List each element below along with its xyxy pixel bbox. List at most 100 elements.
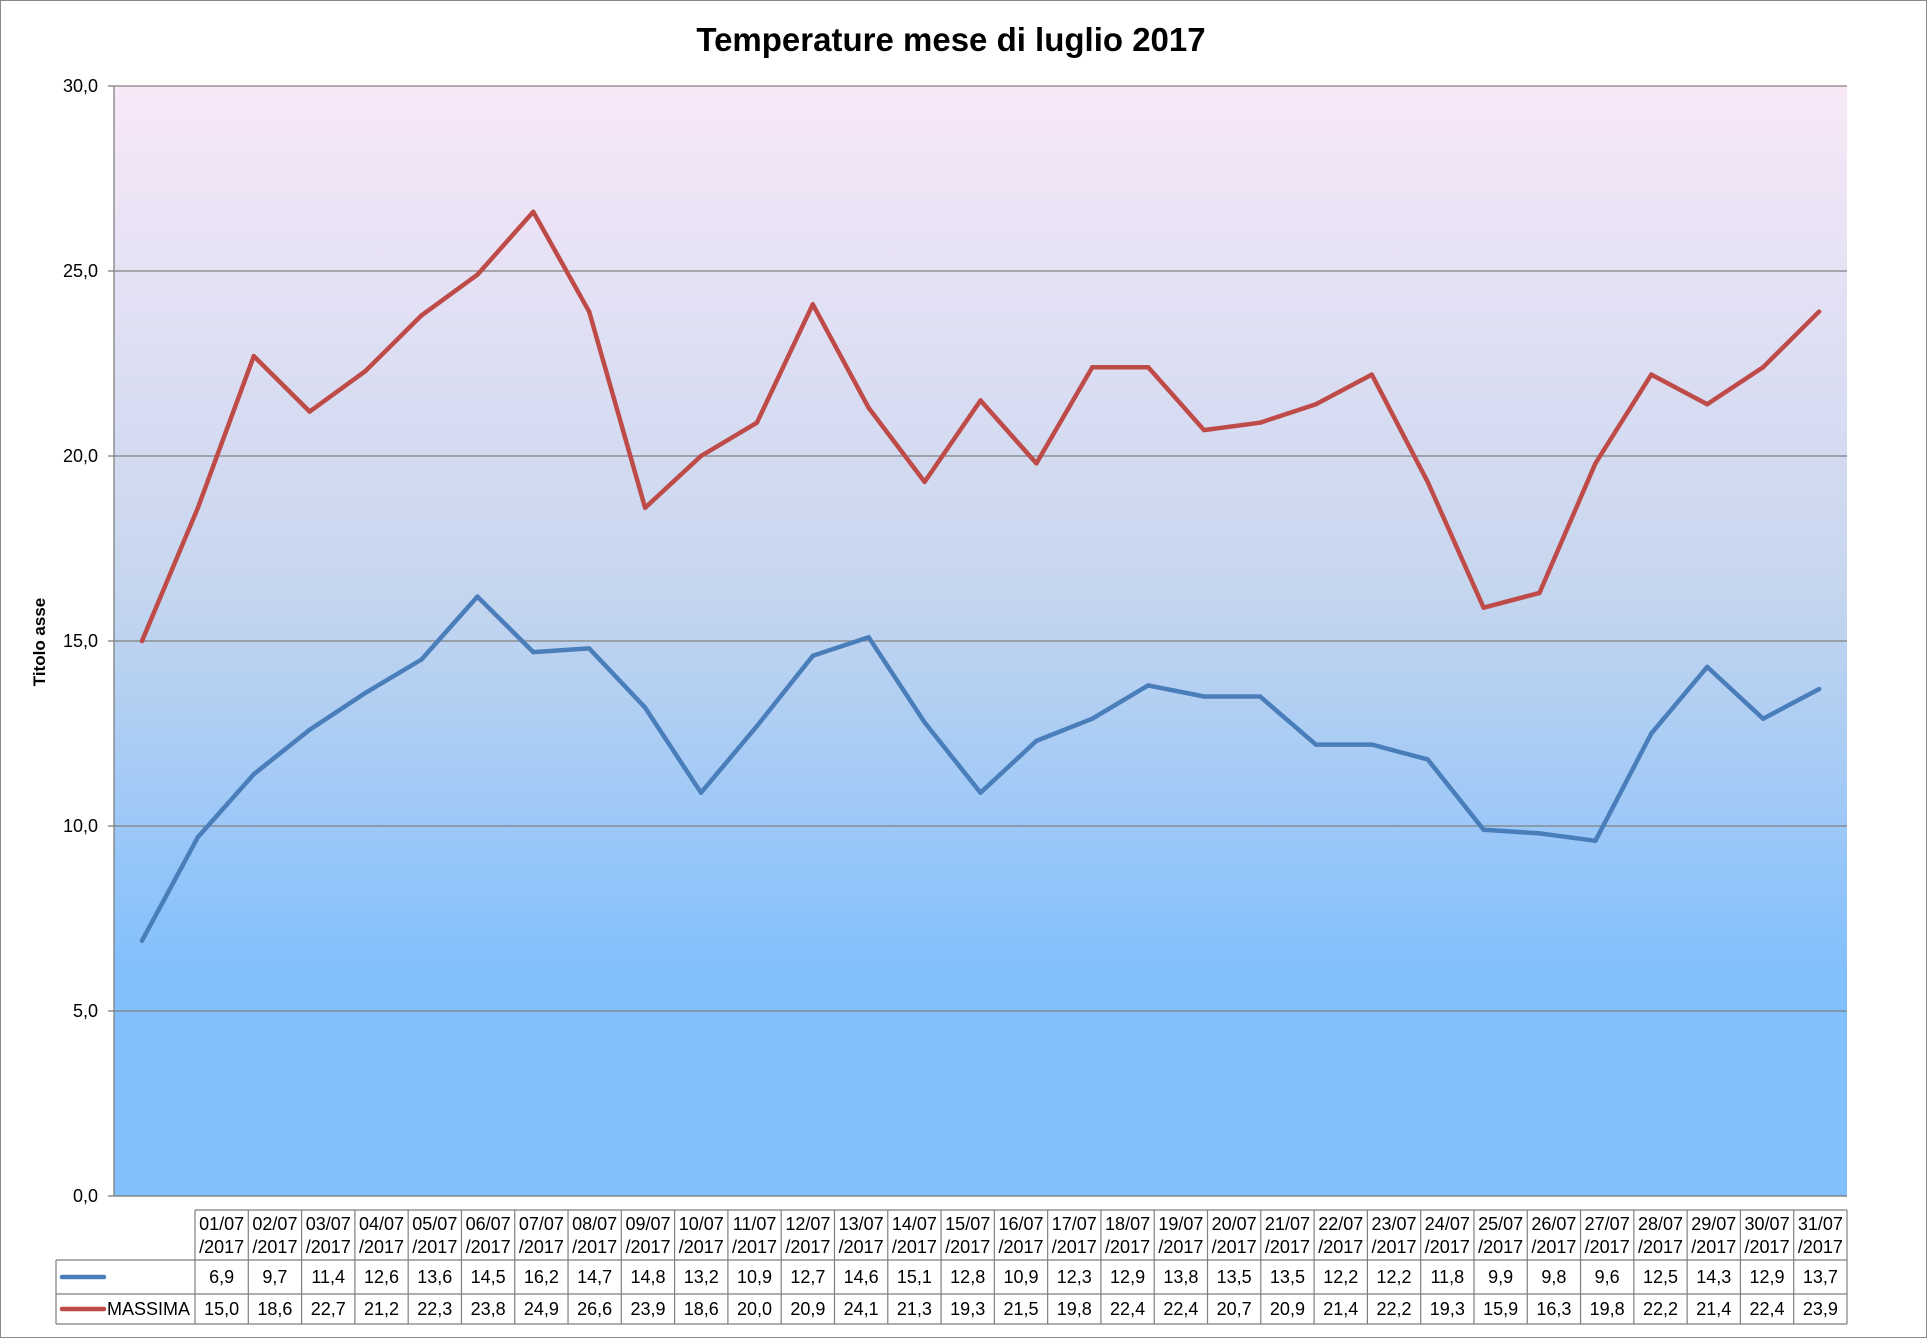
- data-label: 13,2: [684, 1267, 719, 1287]
- series-massima: [139, 209, 1822, 644]
- x-category-label: 24/07/2017: [1425, 1214, 1470, 1257]
- y-tick-label: 5,0: [73, 1001, 98, 1021]
- x-category-label: 09/07/2017: [625, 1214, 670, 1257]
- data-point: [978, 398, 983, 403]
- data-point: [1201, 694, 1207, 699]
- data-point: [307, 727, 312, 732]
- data-label: 22,2: [1377, 1299, 1412, 1319]
- data-point: [307, 409, 312, 414]
- x-category-label: 03/07/2017: [306, 1214, 351, 1257]
- legend-series-name: MASSIMA: [107, 1299, 190, 1319]
- data-point: [866, 635, 871, 640]
- data-label: 12,5: [1643, 1267, 1678, 1287]
- data-label: 12,8: [950, 1267, 985, 1287]
- data-label: 12,9: [1110, 1267, 1145, 1287]
- data-table: 01/07/201702/07/201703/07/201704/07/2017…: [55, 1209, 1848, 1325]
- data-point: [1816, 686, 1822, 692]
- data-point: [1257, 694, 1263, 699]
- data-label: 14,6: [844, 1267, 879, 1287]
- data-label: 20,9: [1270, 1299, 1305, 1319]
- data-label: 21,5: [1003, 1299, 1038, 1319]
- y-tick-label: 10,0: [63, 816, 98, 836]
- data-label: 12,6: [364, 1267, 399, 1287]
- data-label: 14,8: [630, 1267, 665, 1287]
- x-category-label: 30/07/2017: [1745, 1214, 1790, 1257]
- data-point: [1090, 365, 1095, 370]
- data-point: [139, 638, 145, 644]
- data-label: 12,2: [1377, 1267, 1412, 1287]
- data-point: [251, 772, 256, 777]
- data-point: [698, 790, 704, 795]
- y-tick-label: 20,0: [63, 446, 98, 466]
- data-label: 20,0: [737, 1299, 772, 1319]
- data-point: [419, 313, 424, 318]
- data-label: 18,6: [684, 1299, 719, 1319]
- data-point: [1816, 309, 1822, 314]
- data-point: [363, 690, 368, 695]
- data-point: [531, 209, 536, 214]
- data-label: 14,5: [471, 1267, 506, 1287]
- data-label: 10,9: [737, 1267, 772, 1287]
- data-point: [754, 420, 760, 425]
- x-category-label: 17/07/2017: [1052, 1214, 1097, 1257]
- y-tick-label: 25,0: [63, 261, 98, 281]
- data-point: [251, 353, 256, 359]
- data-label: 26,6: [577, 1299, 612, 1319]
- data-label: 12,3: [1057, 1267, 1092, 1287]
- data-label: 13,5: [1270, 1267, 1305, 1287]
- x-category-label: 04/07/2017: [359, 1214, 404, 1257]
- data-point: [1146, 683, 1151, 688]
- data-point: [475, 594, 480, 599]
- data-label: 9,6: [1595, 1267, 1620, 1287]
- data-point: [1537, 590, 1542, 596]
- x-category-label: 11/07/2017: [732, 1214, 777, 1257]
- data-label: 14,3: [1696, 1267, 1731, 1287]
- data-label: 24,1: [844, 1299, 879, 1319]
- data-point: [1649, 731, 1654, 736]
- data-label: 6,9: [209, 1267, 234, 1287]
- x-category-label: 06/07/2017: [466, 1214, 511, 1257]
- data-point: [1537, 831, 1542, 836]
- x-category-label: 19/07/2017: [1158, 1214, 1203, 1257]
- data-point: [1593, 461, 1598, 466]
- data-point: [195, 834, 201, 840]
- gridlines: [108, 85, 1847, 1197]
- data-label: 21,4: [1696, 1299, 1731, 1319]
- data-label: 20,9: [790, 1299, 825, 1319]
- data-label: 13,5: [1217, 1267, 1252, 1287]
- data-label: 19,3: [1430, 1299, 1465, 1319]
- x-category-label: 08/07/2017: [572, 1214, 617, 1257]
- y-axis-ticks: 0,0 5,0 10,0 15,0 20,0 25,0 30,0: [63, 76, 98, 1206]
- x-category-label: 27/07/2017: [1585, 1214, 1630, 1257]
- data-label: 19,8: [1057, 1299, 1092, 1319]
- x-category-label: 20/07/2017: [1212, 1214, 1257, 1257]
- data-point: [1481, 827, 1486, 832]
- y-tick-label: 0,0: [73, 1186, 98, 1206]
- data-point: [698, 453, 704, 459]
- x-category-label: 18/07/2017: [1105, 1214, 1150, 1257]
- data-label: 15,1: [897, 1267, 932, 1287]
- data-label: 11,8: [1430, 1267, 1464, 1287]
- data-label: 23,9: [1803, 1299, 1838, 1319]
- data-label: 21,3: [897, 1299, 932, 1319]
- data-label: 22,2: [1643, 1299, 1678, 1319]
- data-label: 13,6: [417, 1267, 452, 1287]
- data-label: 9,9: [1488, 1267, 1513, 1287]
- data-label: 12,2: [1323, 1267, 1358, 1287]
- series-lines: [139, 209, 1822, 943]
- y-tick-label: 15,0: [63, 631, 98, 651]
- data-point: [1369, 372, 1375, 377]
- chart-title: Temperature mese di luglio 2017: [696, 21, 1205, 58]
- x-category-label: 26/07/2017: [1531, 1214, 1576, 1257]
- x-category-label: 01/07/2017: [199, 1214, 244, 1257]
- x-category-label: 28/07/2017: [1638, 1214, 1683, 1257]
- data-label: 22,4: [1163, 1299, 1198, 1319]
- data-point: [1313, 402, 1319, 407]
- data-label: 12,7: [790, 1267, 825, 1287]
- series-min: [139, 594, 1822, 943]
- data-point: [922, 720, 927, 725]
- data-label: 11,4: [311, 1267, 345, 1287]
- data-label: 19,8: [1590, 1299, 1625, 1319]
